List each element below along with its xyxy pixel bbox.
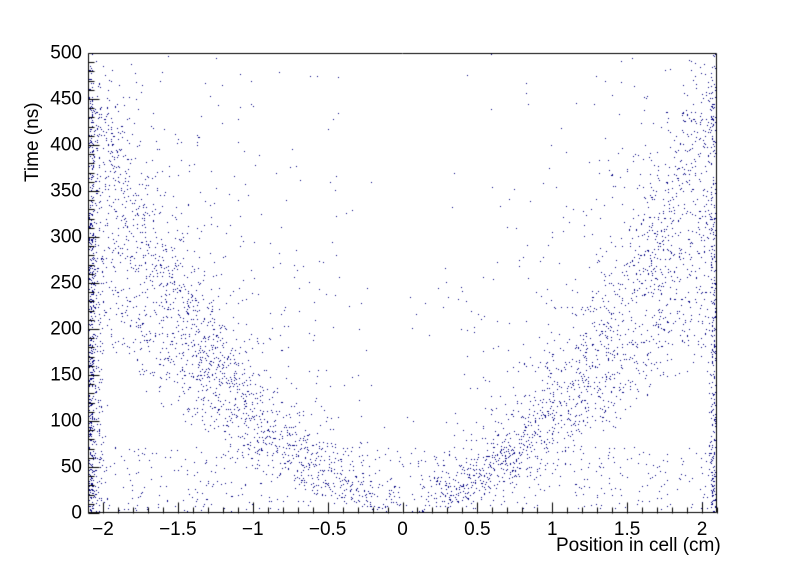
y-tick-label: 350: [50, 180, 82, 202]
x-axis-title: Position in cell (cm): [556, 535, 721, 556]
y-tick-label: 400: [50, 134, 82, 156]
y-tick-label: 50: [60, 456, 82, 478]
x-tick-label: −2: [92, 519, 114, 540]
x-tick-label: 0.5: [464, 519, 491, 540]
y-tick-label: 0: [71, 502, 82, 524]
y-tick-label: 200: [50, 318, 82, 340]
x-tick-label: 0: [397, 519, 408, 540]
x-tick-label: −1.5: [159, 519, 197, 540]
x-tick-label: 2: [696, 519, 708, 540]
y-tick-label: 100: [50, 410, 82, 432]
x-tick-label: −0.5: [308, 519, 347, 540]
x-tick-label: 1: [546, 519, 558, 540]
y-tick-label: 150: [50, 364, 82, 386]
y-tick-label: 500: [50, 42, 82, 64]
y-axis-title: Time (ns): [22, 102, 43, 182]
x-tick-label: −1: [241, 519, 264, 540]
y-tick-label: 450: [50, 88, 82, 110]
x-tick-label: 1.5: [613, 519, 641, 540]
y-tick-label: 300: [50, 226, 82, 248]
y-tick-label: 250: [50, 272, 82, 294]
